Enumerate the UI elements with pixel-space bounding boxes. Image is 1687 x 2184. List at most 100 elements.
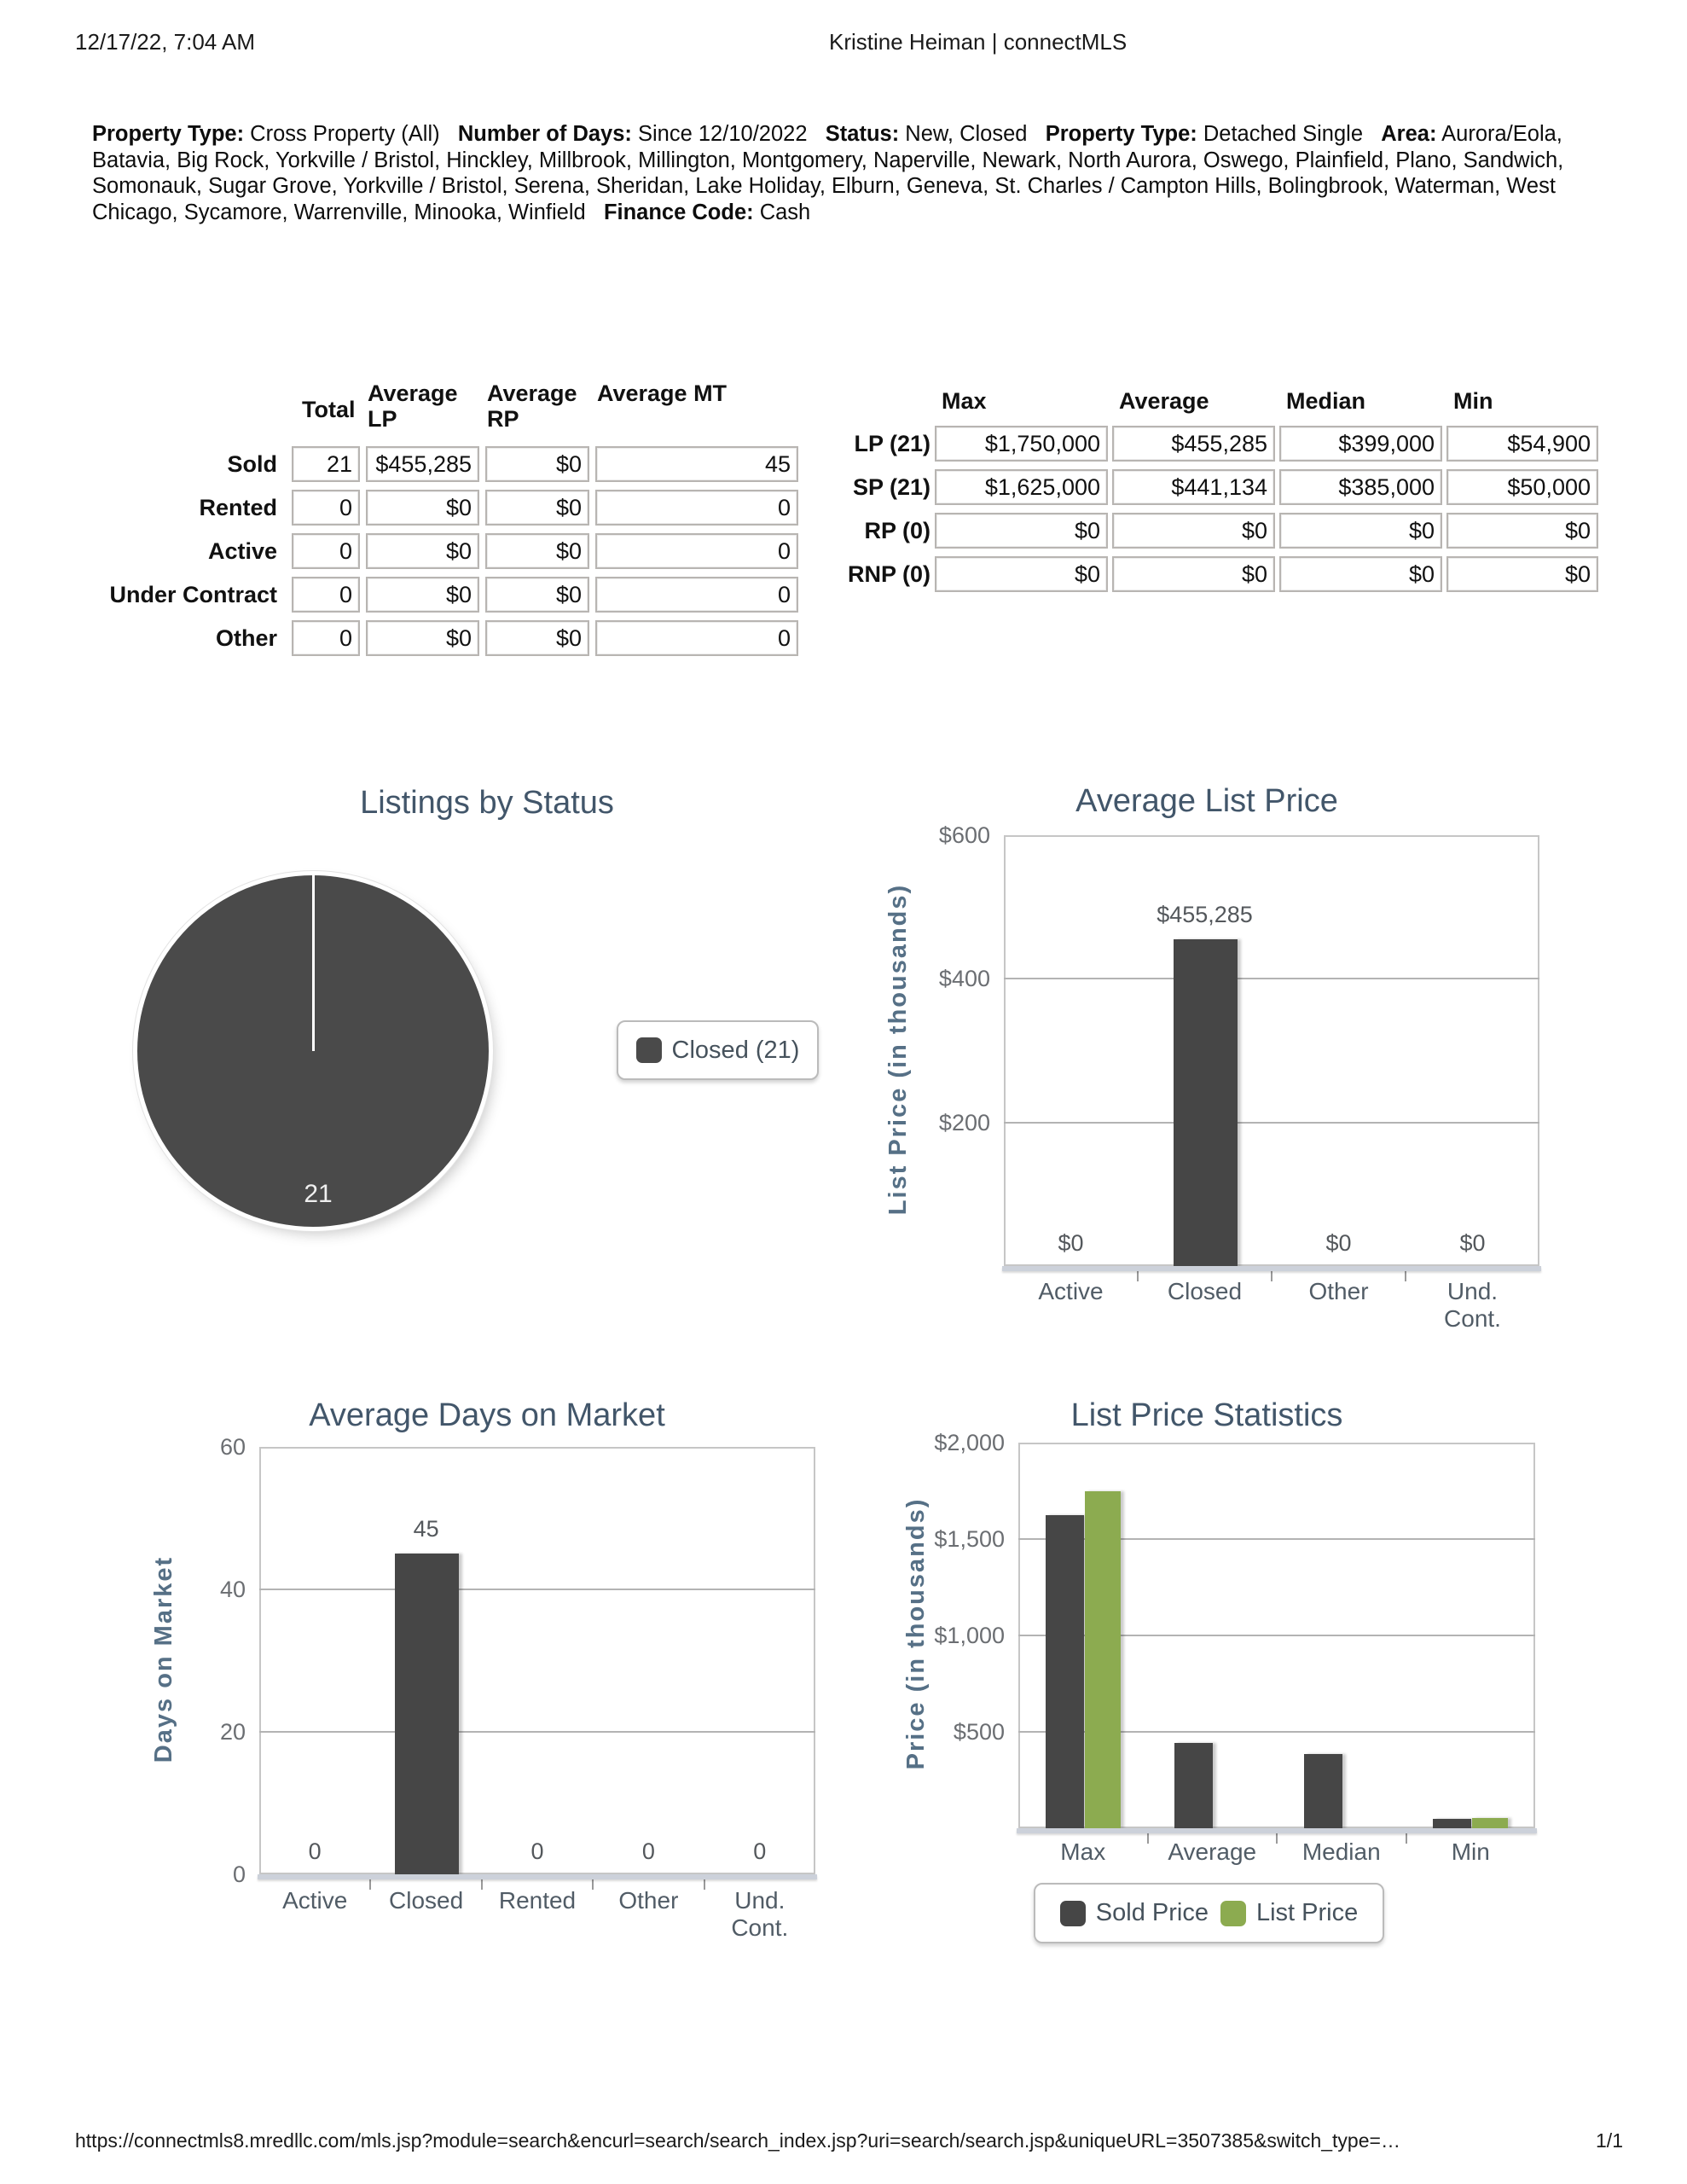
- x-axis-tick: [1137, 1269, 1139, 1281]
- x-category-label: Closed: [389, 1887, 464, 1914]
- summary-cell: $0: [366, 533, 479, 569]
- y-tick-label: $1,000: [934, 1623, 1005, 1648]
- stats-cell: $54,900: [1446, 426, 1598, 462]
- stats-row-label: SP (21): [852, 474, 930, 500]
- stats-cell: $0: [1279, 556, 1442, 592]
- x-axis-tick: [1276, 1832, 1278, 1844]
- gridline: [1018, 1731, 1535, 1733]
- stats-cell: $0: [935, 513, 1108, 549]
- x-category-label: Und. Cont.: [1444, 1278, 1501, 1332]
- x-axis-tick: [1146, 1832, 1149, 1844]
- x-axis-tick: [480, 1878, 483, 1890]
- print-header-title: Kristine Heiman | connectMLS: [829, 29, 1128, 55]
- plot-area: [1004, 835, 1539, 1266]
- chart-title: Average Days on Market: [309, 1397, 665, 1433]
- criteria-label: Property Type:: [92, 122, 245, 146]
- x-category-label: Active: [282, 1887, 348, 1914]
- stats-row-label: RNP (0): [847, 561, 930, 587]
- criteria-value: New, Closed: [899, 122, 1046, 146]
- bar-value-label: 0: [641, 1838, 655, 1864]
- summary-row-label: Rented: [199, 495, 277, 520]
- legend-swatch: [635, 1037, 662, 1063]
- summary-cell: 0: [292, 577, 360, 613]
- stats-cell: $0: [935, 556, 1108, 592]
- bar-sold-price: [1303, 1753, 1342, 1828]
- stats-column-header: Max: [942, 388, 987, 414]
- x-axis-tick: [1405, 1269, 1406, 1281]
- chart-average-days-on-market: Average Days on Market Days on Market 60 40…: [85, 1382, 844, 2013]
- y-axis-label: List Price (in thousands): [884, 883, 912, 1216]
- summary-cell: 0: [292, 620, 360, 656]
- criteria-label: Area:: [1381, 122, 1437, 146]
- stats-cell: $455,285: [1112, 426, 1275, 462]
- summary-cell: $0: [485, 533, 589, 569]
- y-axis-label: Days on Market: [150, 1555, 177, 1763]
- stats-cell: $1,625,000: [935, 469, 1108, 505]
- bar-closed: [394, 1554, 459, 1874]
- gridline: [1004, 1121, 1539, 1124]
- y-tick-label: 0: [232, 1862, 246, 1887]
- summary-cell: $0: [366, 490, 479, 526]
- stats-cell: $0: [1446, 513, 1598, 549]
- bar-value-label: $0: [1325, 1230, 1352, 1256]
- stats-cell: $0: [1112, 513, 1275, 549]
- status-summary-table: Total Average LP Average RP Average MT Sold 21 $…: [90, 380, 798, 656]
- chart-average-list-price: Average List Price List Price (in thousan…: [853, 768, 1638, 1365]
- x-category-label: Und. Cont.: [731, 1887, 789, 1941]
- x-axis-tick: [703, 1878, 705, 1890]
- chart-title: Average List Price: [1075, 783, 1338, 819]
- y-tick-label: 40: [219, 1577, 246, 1602]
- summary-column-header: Average LP: [366, 380, 479, 439]
- chart-legend: Closed (21): [617, 1020, 819, 1080]
- legend-item: Sold Price: [1059, 1899, 1209, 1927]
- summary-cell: 0: [292, 490, 360, 526]
- stats-cell: $0: [1446, 556, 1598, 592]
- bar-value-label: 45: [413, 1516, 439, 1542]
- summary-cell: $455,285: [366, 446, 479, 482]
- bar-closed: [1173, 938, 1238, 1266]
- y-tick-label: $2,000: [934, 1430, 1005, 1455]
- x-category-label: Min: [1451, 1838, 1490, 1865]
- x-category-label: Average: [1168, 1838, 1257, 1865]
- stats-cell: $441,134: [1112, 469, 1275, 505]
- chart-list-price-statistics: List Price Statistics Price (in thousands…: [853, 1382, 1638, 2013]
- bar-list-price: [1472, 1817, 1509, 1828]
- x-category-label: Max: [1060, 1838, 1106, 1865]
- legend-item: Closed (21): [635, 1037, 799, 1065]
- summary-row-label: Other: [215, 625, 277, 651]
- x-category-label: Active: [1038, 1278, 1104, 1304]
- footer-url: https://connectmls8.mredllc.com/mls.jsp?…: [75, 2129, 1400, 2152]
- y-tick-label: $500: [953, 1719, 1005, 1745]
- summary-column-header-line: RP: [487, 406, 519, 432]
- stats-row-label: RP (0): [864, 518, 930, 543]
- bar-sold-price: [1045, 1514, 1084, 1828]
- x-category-label: Other: [1308, 1278, 1369, 1304]
- pie-slice-value-label: 21: [304, 1179, 333, 1208]
- summary-column-header-line: Average MT: [597, 380, 728, 406]
- stats-cell: $50,000: [1446, 469, 1598, 505]
- stats-cell: $0: [1279, 513, 1442, 549]
- y-tick-label: $400: [938, 966, 990, 992]
- criteria-label: Finance Code:: [603, 200, 754, 224]
- plot-area: [259, 1447, 815, 1874]
- stats-cell: $0: [1112, 556, 1275, 592]
- legend-label: List Price: [1255, 1899, 1359, 1926]
- summary-column-header: Average RP: [485, 380, 589, 439]
- x-category-label: Median: [1301, 1838, 1381, 1865]
- print-header-date: 12/17/22, 7:04 AM: [75, 29, 256, 55]
- stats-column-header: Average: [1119, 388, 1209, 414]
- x-category-label: Other: [618, 1887, 679, 1914]
- y-tick-label: $600: [938, 822, 990, 848]
- x-category-label: Closed: [1167, 1278, 1243, 1304]
- summary-row-label: Sold: [227, 451, 278, 477]
- gridline: [259, 1589, 815, 1590]
- summary-column-header-line: Total: [302, 397, 356, 422]
- stats-column-header: Min: [1453, 388, 1493, 414]
- summary-row-label: Under Contract: [109, 582, 277, 607]
- gridline: [259, 1731, 815, 1733]
- x-axis-tick: [592, 1878, 594, 1890]
- stats-cell: $1,750,000: [935, 426, 1108, 462]
- x-axis-tick: [1405, 1832, 1407, 1844]
- criteria-value: Since 12/10/2022: [631, 122, 826, 146]
- x-axis-baseline: [1002, 1266, 1541, 1271]
